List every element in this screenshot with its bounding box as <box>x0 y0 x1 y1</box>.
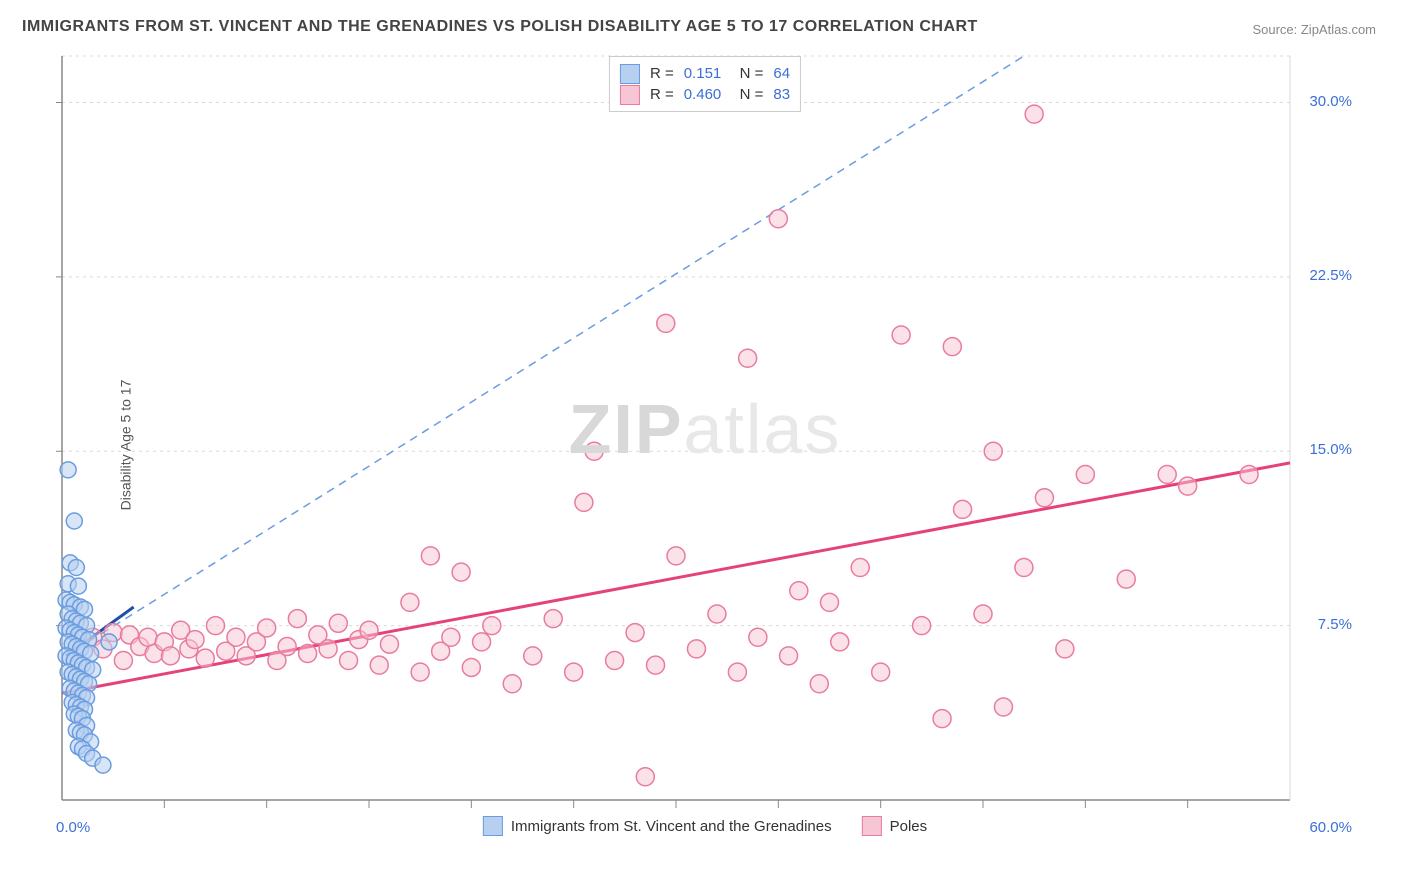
bottom-legend-label-1: Immigrants from St. Vincent and the Gren… <box>511 818 832 835</box>
bottom-legend-label-2: Poles <box>890 818 928 835</box>
x-tick-right: 60.0% <box>1309 819 1352 836</box>
y-tick-label: 15.0% <box>1309 441 1352 458</box>
legend-r-value-1: 0.151 <box>684 63 722 84</box>
chart-title: IMMIGRANTS FROM ST. VINCENT AND THE GREN… <box>22 18 978 36</box>
bottom-legend: Immigrants from St. Vincent and the Gren… <box>483 816 927 836</box>
bottom-legend-item-2: Poles <box>862 816 928 836</box>
y-tick-label: 30.0% <box>1309 93 1352 110</box>
y-tick-label: 7.5% <box>1318 616 1352 633</box>
y-tick-label: 22.5% <box>1309 267 1352 284</box>
legend-swatch-series2 <box>620 85 640 105</box>
legend-r-label-1: R = <box>650 63 674 84</box>
legend-swatch-series1 <box>620 64 640 84</box>
legend-r-label-2: R = <box>650 84 674 105</box>
bottom-legend-item-1: Immigrants from St. Vincent and the Gren… <box>483 816 832 836</box>
source-text: Source: ZipAtlas.com <box>1252 22 1376 37</box>
bottom-legend-swatch-2 <box>862 816 882 836</box>
y-axis-label: Disability Age 5 to 17 <box>117 380 133 511</box>
legend-n-label-2: N = <box>731 84 763 105</box>
legend-n-value-1: 64 <box>773 63 790 84</box>
legend-r-value-2: 0.460 <box>684 84 722 105</box>
legend-row-series2: R = 0.460 N = 83 <box>620 84 790 105</box>
x-tick-left: 0.0% <box>56 819 90 836</box>
chart-area: Disability Age 5 to 17 ZIPatlas R = 0.15… <box>50 50 1360 840</box>
correlation-legend: R = 0.151 N = 64 R = 0.460 N = 83 <box>609 56 801 112</box>
legend-n-value-2: 83 <box>773 84 790 105</box>
legend-n-label-1: N = <box>731 63 763 84</box>
bottom-legend-swatch-1 <box>483 816 503 836</box>
scatter-plot <box>50 50 1360 840</box>
legend-row-series1: R = 0.151 N = 64 <box>620 63 790 84</box>
